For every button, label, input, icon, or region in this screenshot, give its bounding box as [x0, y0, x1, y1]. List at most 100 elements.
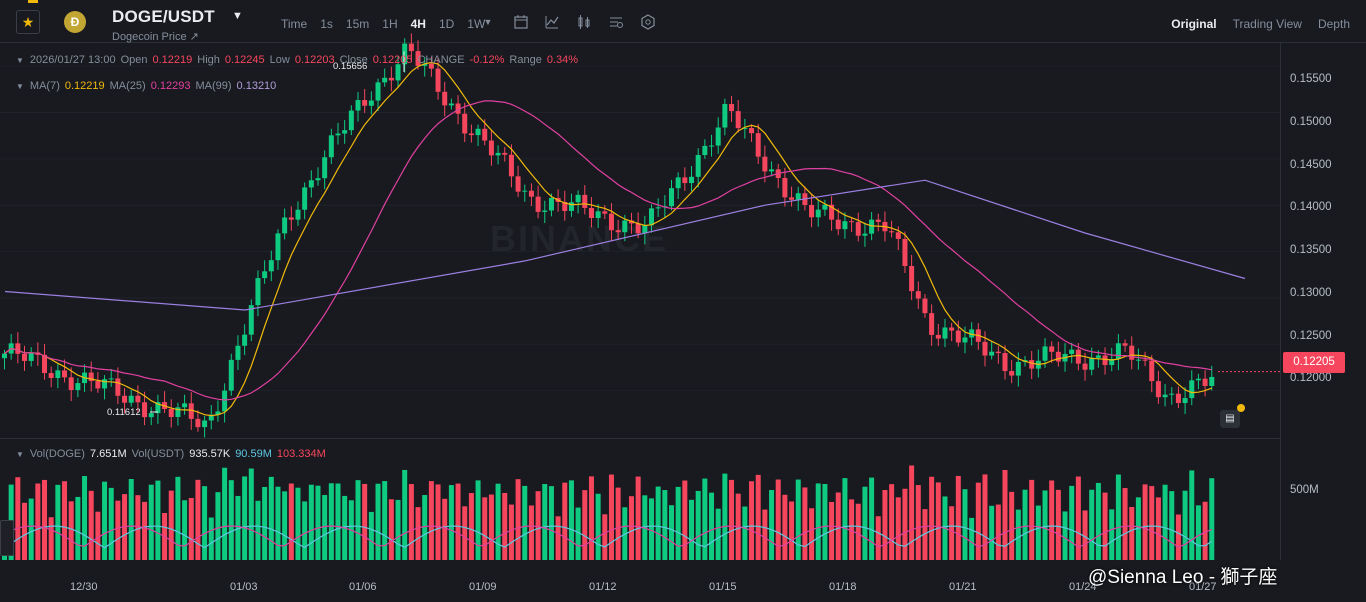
data-window-icon[interactable]: ▤ — [1220, 410, 1240, 428]
candle — [142, 391, 148, 426]
volume-bar — [202, 486, 208, 560]
volume-bar — [929, 476, 935, 560]
top-toolbar: ★ Ð DOGE/USDT ▼ Dogecoin Price ↗ Time 1s… — [0, 0, 1366, 43]
candle — [308, 170, 314, 198]
volume-bar — [495, 483, 501, 560]
price-tick: 0.13500 — [1290, 244, 1332, 256]
last-price-badge: 0.12205 — [1283, 352, 1345, 373]
volume-bar — [782, 494, 788, 560]
volume-bar — [1075, 476, 1081, 560]
interval-1w[interactable]: 1W — [467, 17, 486, 31]
candle — [1082, 352, 1088, 381]
volume-bar — [442, 498, 448, 560]
more-intervals-caret-icon[interactable]: ▼ — [483, 17, 493, 27]
candle — [228, 353, 234, 396]
candle — [795, 186, 801, 211]
candle — [375, 78, 381, 112]
ma7-label: MA(7) — [29, 80, 60, 92]
candle-type-icon[interactable] — [576, 14, 592, 30]
volume-bar — [22, 502, 28, 560]
indicator-chart-icon[interactable] — [544, 14, 560, 30]
volume-bar — [568, 480, 574, 560]
interval-1h[interactable]: 1H — [382, 17, 398, 31]
view-trading-view[interactable]: Trading View — [1232, 17, 1302, 31]
volume-bar — [709, 492, 715, 560]
volume-axis-tick: 500M — [1290, 484, 1319, 496]
view-depth[interactable]: Depth — [1317, 17, 1350, 31]
candle — [1135, 348, 1141, 370]
candle — [408, 33, 414, 62]
candle — [215, 400, 221, 422]
symbol-subtitle[interactable]: Dogecoin Price ↗ — [112, 31, 199, 43]
candle — [615, 219, 621, 240]
volume-bar — [669, 505, 674, 560]
candle — [915, 281, 921, 309]
volume-bar — [535, 491, 541, 560]
vol-usdt-value: 935.57K — [189, 448, 231, 460]
volume-bar — [1082, 510, 1088, 560]
settings-gear-icon[interactable] — [640, 14, 656, 30]
volume-bar — [1089, 489, 1095, 560]
interval-4h[interactable]: 4H — [410, 17, 426, 31]
layout-settings-icon[interactable] — [608, 14, 624, 30]
dogecoin-logo: Ð — [64, 11, 86, 33]
candle — [775, 163, 781, 189]
volume-bar — [115, 500, 121, 560]
volume-bar — [1169, 491, 1175, 560]
candle — [155, 394, 161, 424]
volume-bar — [148, 484, 154, 560]
candle — [1049, 341, 1055, 363]
candle — [15, 332, 21, 364]
candle — [282, 208, 288, 240]
volume-bar — [515, 479, 521, 560]
vol-usdt-label: Vol(USDT) — [131, 448, 185, 460]
view-original[interactable]: Original — [1171, 17, 1217, 31]
volume-collapse-caret-icon[interactable]: ▼ — [16, 449, 24, 459]
collapse-caret-icon[interactable]: ▼ — [16, 55, 24, 65]
interval-1s[interactable]: 1s — [320, 17, 333, 31]
candle — [162, 391, 168, 414]
symbol-dropdown-caret-icon[interactable]: ▼ — [232, 10, 243, 22]
candle — [755, 123, 761, 164]
candle — [515, 165, 521, 197]
favorite-star-icon[interactable]: ★ — [16, 10, 40, 34]
candle — [695, 148, 701, 188]
volume-bar — [1029, 479, 1035, 560]
volume-bar — [869, 477, 875, 560]
candle — [642, 215, 648, 245]
candle — [1149, 355, 1155, 393]
candle — [762, 145, 768, 183]
candle — [328, 128, 334, 164]
volume-bar — [1142, 484, 1148, 560]
volume-bar — [1195, 505, 1201, 560]
change-value: -0.12% — [469, 54, 505, 66]
notification-dot — [1237, 404, 1245, 412]
volume-bar — [949, 506, 955, 560]
candle — [88, 361, 94, 392]
volume-bar — [395, 499, 401, 560]
volume-bar — [1149, 486, 1155, 560]
ma-collapse-caret-icon[interactable]: ▼ — [16, 81, 24, 91]
candle — [782, 167, 788, 207]
symbol-title[interactable]: DOGE/USDT — [112, 7, 215, 26]
pane-divider[interactable] — [0, 438, 1280, 439]
calendar-icon[interactable] — [513, 14, 529, 30]
volume-bar — [722, 473, 728, 560]
volume-bar — [1062, 511, 1068, 560]
time-tick: 01/27 — [1189, 581, 1217, 593]
volume-bar — [1135, 497, 1141, 560]
volume-bar — [402, 469, 408, 560]
volume-bar — [182, 500, 188, 560]
close-label: Close — [339, 54, 368, 66]
volume-bar — [362, 483, 368, 560]
interval-15m[interactable]: 15m — [345, 17, 370, 31]
candle — [935, 323, 941, 347]
candle — [982, 331, 988, 367]
volume-bar — [508, 504, 514, 560]
interval-1d[interactable]: 1D — [438, 17, 455, 31]
interval-time[interactable]: Time — [281, 17, 308, 31]
candle — [949, 322, 955, 342]
candle — [849, 216, 855, 232]
chart-scroll-handle[interactable] — [0, 520, 14, 556]
